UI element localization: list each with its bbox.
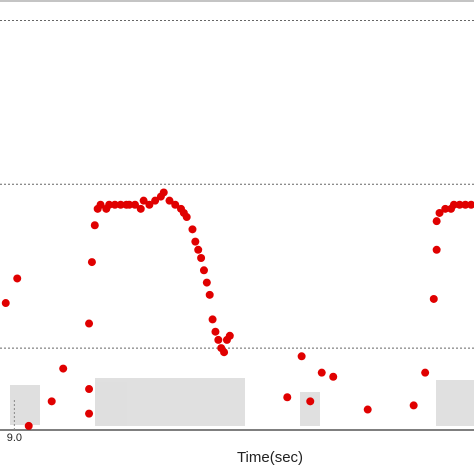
point <box>329 372 338 381</box>
point <box>467 200 474 209</box>
point <box>171 200 180 209</box>
point <box>182 213 191 222</box>
point <box>455 200 464 209</box>
point <box>306 397 315 406</box>
point <box>131 200 140 209</box>
point <box>211 327 220 336</box>
point <box>421 368 430 377</box>
point <box>202 278 211 287</box>
point <box>145 200 154 209</box>
point <box>47 397 56 406</box>
point <box>220 348 229 357</box>
point <box>214 335 223 344</box>
x-axis-label: Time(sec) <box>237 449 303 466</box>
point <box>13 274 22 283</box>
point <box>96 200 105 209</box>
point <box>191 237 200 246</box>
point <box>199 266 208 275</box>
point <box>435 208 444 217</box>
point <box>461 200 470 209</box>
point <box>297 352 306 361</box>
point <box>136 204 145 213</box>
point <box>429 294 438 303</box>
point <box>159 188 168 197</box>
point <box>409 401 418 410</box>
point <box>432 217 441 226</box>
point <box>208 315 217 324</box>
point <box>85 385 94 394</box>
point <box>116 200 125 209</box>
point <box>197 254 206 262</box>
point <box>139 196 148 205</box>
point <box>188 225 197 234</box>
point <box>105 200 114 209</box>
point <box>317 368 326 377</box>
x-tick-label: 9.0 <box>7 432 22 444</box>
point <box>205 290 214 299</box>
point <box>24 421 33 430</box>
point <box>449 200 458 209</box>
point <box>194 245 203 254</box>
point <box>225 331 234 340</box>
point <box>363 405 372 414</box>
point <box>283 393 292 402</box>
point <box>432 245 441 254</box>
point <box>90 221 99 230</box>
waveform-band <box>10 378 474 426</box>
point <box>85 319 94 328</box>
point <box>125 200 134 209</box>
point <box>110 200 119 209</box>
point <box>87 258 96 267</box>
point <box>441 204 450 213</box>
point <box>59 364 68 373</box>
point <box>165 196 174 205</box>
point <box>1 299 10 308</box>
point <box>151 196 160 205</box>
point <box>85 409 94 418</box>
